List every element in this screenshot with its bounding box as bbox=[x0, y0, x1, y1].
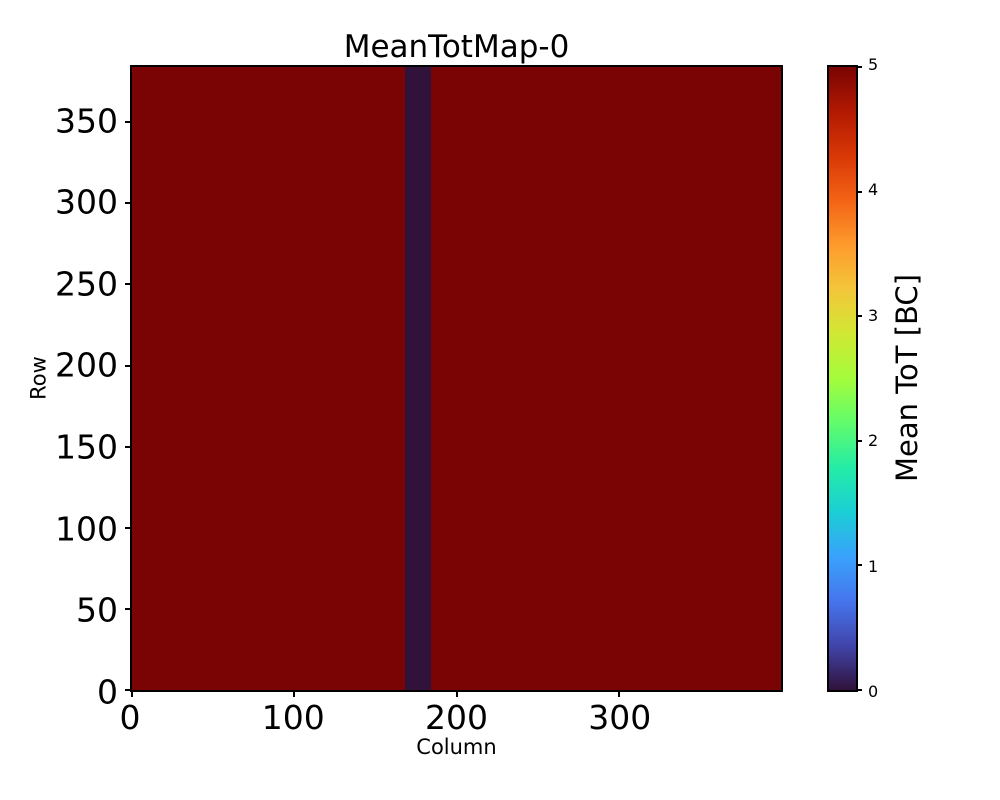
low-value-column-stripe bbox=[404, 67, 431, 690]
x-tick-label: 100 bbox=[261, 698, 325, 737]
colorbar-tick-mark bbox=[856, 315, 862, 318]
colorbar-tick-label: 0 bbox=[868, 682, 879, 701]
x-axis-tick-labels: 0 100 200 300 bbox=[120, 698, 783, 739]
x-tick-mark bbox=[455, 690, 458, 697]
colorbar-tick-label: 2 bbox=[868, 431, 879, 451]
colorbar-tick-label: 5 bbox=[868, 55, 879, 74]
y-tick-label: 300 bbox=[55, 182, 118, 222]
y-axis-label: Row bbox=[26, 356, 51, 400]
y-tick-label: 100 bbox=[55, 509, 118, 549]
y-tick-label: 0 bbox=[97, 672, 118, 712]
colorbar-tick-mark bbox=[856, 689, 862, 691]
x-tick-mark bbox=[131, 690, 133, 697]
y-tick-label: 200 bbox=[55, 345, 118, 385]
colorbar bbox=[827, 65, 862, 692]
colorbar-tick-mark bbox=[856, 190, 862, 193]
colorbar-tick-mark bbox=[856, 66, 862, 68]
y-tick-label: 250 bbox=[55, 264, 118, 304]
y-tick-mark bbox=[125, 445, 132, 448]
colorbar-tick-label: 3 bbox=[868, 305, 879, 325]
y-tick-mark bbox=[125, 283, 132, 286]
y-axis-tick-labels: 0 50 100 150 200 250 300 350 bbox=[0, 65, 118, 708]
y-tick-mark bbox=[125, 202, 132, 205]
x-tick-mark bbox=[617, 690, 620, 697]
heatmap-plot-area bbox=[125, 65, 783, 697]
y-tick-mark bbox=[125, 364, 132, 367]
x-tick-label: 300 bbox=[588, 698, 652, 737]
colorbar-tick-label: 1 bbox=[868, 556, 879, 576]
colorbar-label: Mean ToT [BC] bbox=[890, 274, 925, 482]
y-tick-mark bbox=[125, 689, 132, 691]
y-tick-label: 50 bbox=[76, 590, 118, 630]
chart-title: MeanTotMap-0 bbox=[343, 29, 570, 65]
y-tick-label: 350 bbox=[55, 101, 118, 141]
colorbar-tick-labels: 0 1 2 3 4 5 bbox=[868, 57, 908, 700]
x-axis-label: Column bbox=[416, 735, 497, 759]
y-tick-mark bbox=[125, 121, 132, 124]
x-tick-label: 200 bbox=[425, 698, 488, 737]
x-tick-mark bbox=[293, 690, 296, 697]
y-tick-label: 150 bbox=[55, 427, 118, 467]
x-tick-label: 0 bbox=[119, 698, 141, 737]
colorbar-tick-label: 4 bbox=[868, 180, 879, 200]
colorbar-tick-mark bbox=[856, 564, 862, 567]
y-tick-mark bbox=[125, 607, 132, 610]
colorbar-tick-mark bbox=[856, 439, 862, 442]
y-tick-mark bbox=[125, 526, 132, 529]
